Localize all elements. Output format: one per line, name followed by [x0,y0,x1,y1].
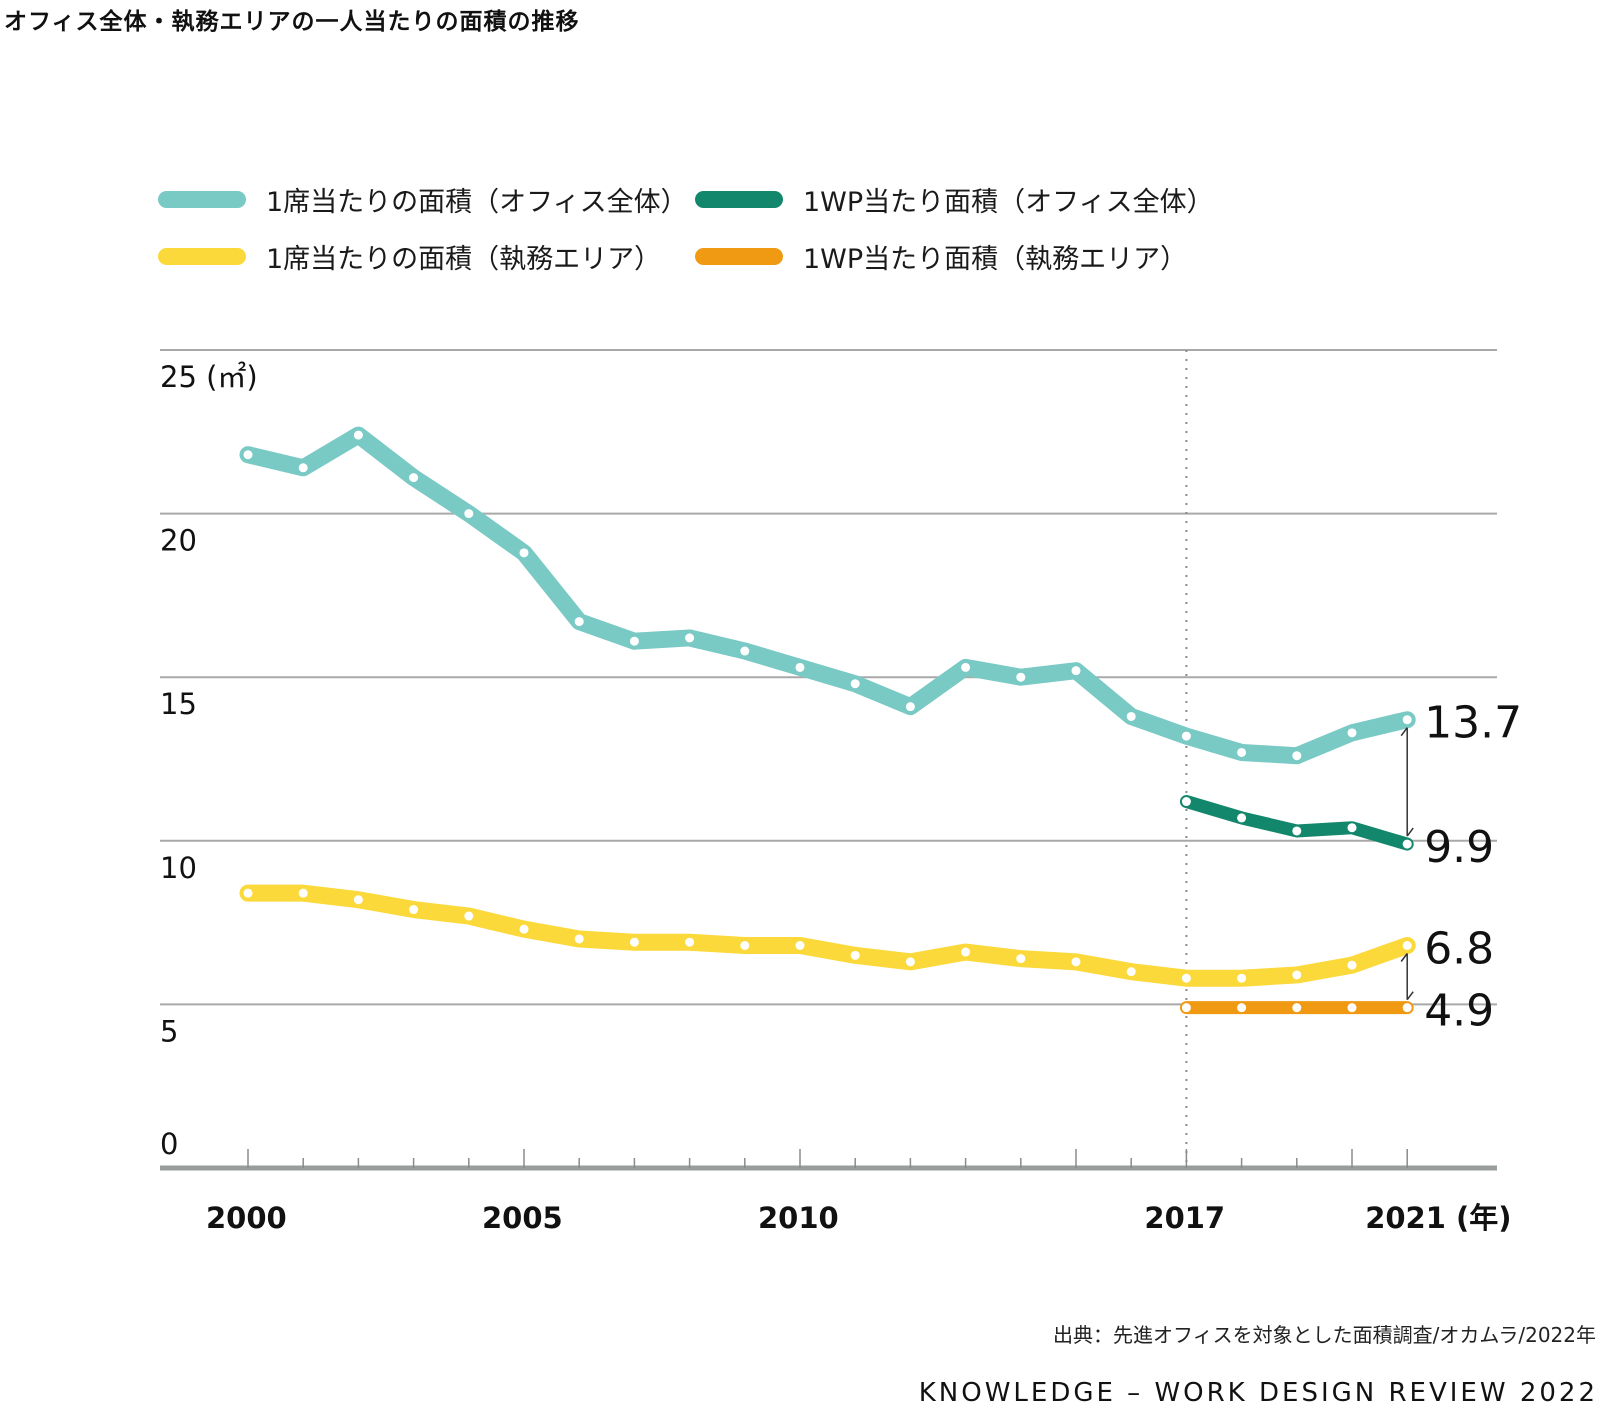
data-point [795,662,805,672]
value-annotation: 9.9 [1424,822,1494,873]
series-line [239,426,1416,765]
y-tick-label: 20 [160,524,197,558]
x-tick-label: 2000 [206,1201,287,1235]
data-point [519,924,529,934]
data-point [1347,960,1357,970]
value-annotation: 6.8 [1424,924,1494,975]
data-point [574,617,584,627]
data-point [629,636,639,646]
legend-label: 1WP当たり面積（オフィス全体） [803,187,1214,218]
data-point [1071,957,1081,967]
data-point [298,463,308,473]
data-point [795,941,805,951]
data-point [685,937,695,947]
data-point [850,950,860,960]
bracket-tick [1400,953,1408,962]
bracket-tick [1406,827,1414,837]
data-point [1016,954,1026,964]
data-point [574,934,584,944]
source-note: 出典：先進オフィスを対象とした面積調査/オカムラ/2022年 [1053,1323,1596,1347]
series-line [239,884,1416,987]
data-point [1402,715,1412,725]
legend-swatch [158,248,246,265]
bracket-tick [1400,727,1408,737]
data-point [740,941,750,951]
data-point [353,895,363,905]
data-point [961,662,971,672]
legend-item-wp-office: 1WP当たり面積（オフィス全体） [695,180,1214,219]
data-point [1126,967,1136,977]
data-point [1181,973,1191,983]
legend-swatch [158,191,246,208]
data-point [850,679,860,689]
data-point [409,473,419,483]
data-point [409,905,419,915]
y-tick-label: 25 (㎡) [160,360,258,394]
data-point [298,888,308,898]
data-point [1347,823,1357,833]
data-point [1181,731,1191,741]
legend-label: 1席当たりの面積（執務エリア） [266,244,662,275]
series-line [1179,795,1414,851]
chart-title: オフィス全体・執務エリアの一人当たりの面積の推移 [4,9,580,35]
value-annotation: 4.9 [1424,986,1494,1037]
data-point [685,633,695,643]
bracket-tick [1406,991,1414,1001]
legend-swatch [695,248,783,265]
data-point [464,509,474,519]
data-point [1126,711,1136,721]
legend-item-wp-work-area: 1WP当たり面積（執務エリア） [695,237,1187,276]
y-tick-label: 10 [160,851,197,885]
data-point [1292,826,1302,836]
data-point [519,548,529,558]
data-point [243,450,253,460]
data-point [1237,747,1247,757]
legend-item-seat-office: 1席当たりの面積（オフィス全体） [158,180,688,219]
value-annotation: 13.7 [1424,698,1522,749]
data-point [1016,672,1026,682]
data-point [740,646,750,656]
x-tick-label: 2021 (年) [1365,1201,1511,1235]
data-point [961,947,971,957]
data-point [905,702,915,712]
legend-label: 1WP当たり面積（執務エリア） [803,244,1188,275]
data-point [1292,1003,1302,1013]
y-tick-label: 0 [160,1127,178,1161]
legend-swatch [695,191,783,208]
data-point [1237,973,1247,983]
data-point [1292,970,1302,980]
data-point [1402,839,1412,849]
data-point [1347,728,1357,738]
data-point [464,911,474,921]
data-point [1402,1003,1412,1013]
data-point [1402,941,1412,951]
data-point [1347,1003,1357,1013]
x-tick-label: 2005 [482,1201,563,1235]
legend-label: 1席当たりの面積（オフィス全体） [266,187,688,218]
data-point [905,957,915,967]
legend-item-seat-work-area: 1席当たりの面積（執務エリア） [158,237,661,276]
data-point [1237,813,1247,823]
data-point [243,888,253,898]
data-point [353,430,363,440]
data-point [1181,797,1191,807]
y-tick-label: 15 [160,687,197,721]
data-point [629,937,639,947]
x-tick-label: 2017 [1144,1201,1225,1235]
data-point [1181,1003,1191,1013]
data-point [1237,1003,1247,1013]
data-point [1071,666,1081,676]
x-tick-label: 2010 [758,1201,839,1235]
y-tick-label: 5 [160,1014,178,1048]
data-point [1292,751,1302,761]
publication-brand: KNOWLEDGE – WORK DESIGN REVIEW 2022 [918,1378,1598,1408]
